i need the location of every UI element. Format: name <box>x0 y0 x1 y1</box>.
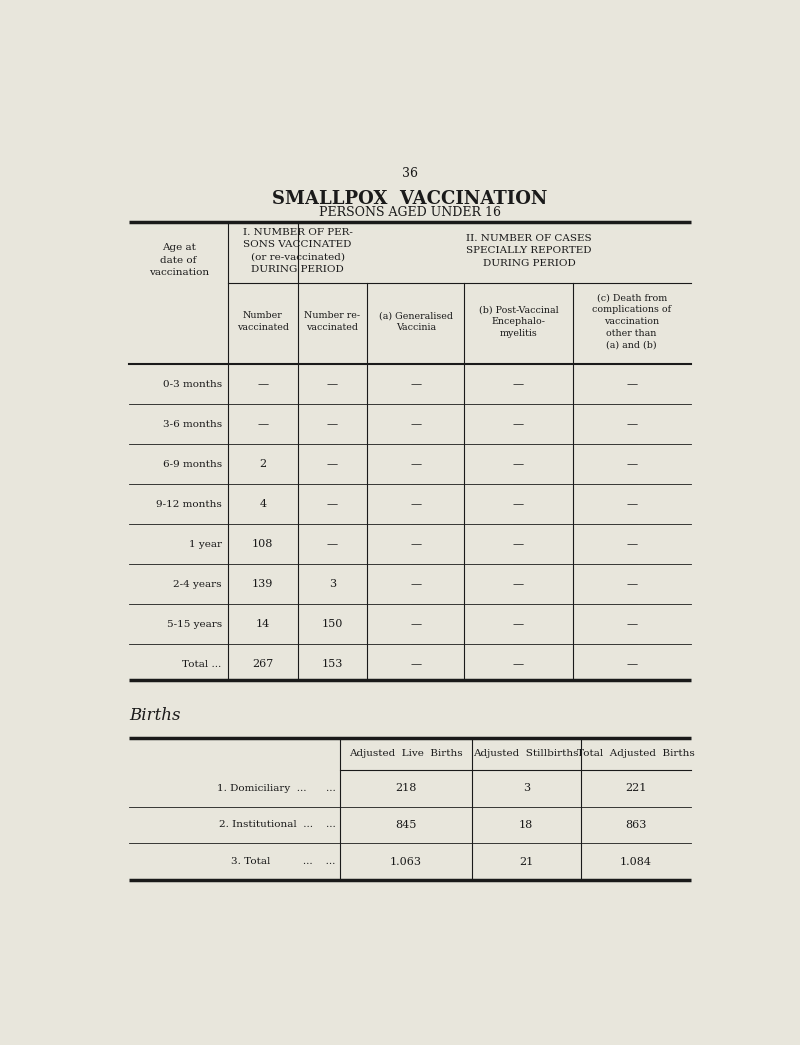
Text: Total ...: Total ... <box>182 659 222 669</box>
Text: 36: 36 <box>402 166 418 180</box>
Text: 1.063: 1.063 <box>390 857 422 866</box>
Text: 2-4 years: 2-4 years <box>173 580 222 588</box>
Text: 1.084: 1.084 <box>619 857 651 866</box>
Text: —: — <box>410 579 422 589</box>
Text: 267: 267 <box>252 659 274 670</box>
Text: —: — <box>513 379 524 389</box>
Text: 3-6 months: 3-6 months <box>162 420 222 428</box>
Text: —: — <box>327 379 338 389</box>
Text: 3: 3 <box>522 784 530 793</box>
Text: —: — <box>626 459 638 469</box>
Text: 0-3 months: 0-3 months <box>162 379 222 389</box>
Text: 2. Institutional  ...    ...: 2. Institutional ... ... <box>219 820 336 830</box>
Text: —: — <box>410 419 422 429</box>
Text: 21: 21 <box>519 857 534 866</box>
Text: (a) Generalised
Vaccinia: (a) Generalised Vaccinia <box>379 311 453 332</box>
Text: —: — <box>513 419 524 429</box>
Text: I. NUMBER OF PER-
SONS VACCINATED
(or re-vaccinated)
DURING PERIOD: I. NUMBER OF PER- SONS VACCINATED (or re… <box>242 228 353 274</box>
Text: —: — <box>626 620 638 629</box>
Text: 3. Total          ...    ...: 3. Total ... ... <box>231 857 336 866</box>
Text: (b) Post-Vaccinal
Encephalo-
myelitis: (b) Post-Vaccinal Encephalo- myelitis <box>478 305 558 338</box>
Text: —: — <box>410 500 422 509</box>
Text: 108: 108 <box>252 539 274 550</box>
Text: —: — <box>513 500 524 509</box>
Text: 4: 4 <box>259 500 266 509</box>
Text: 845: 845 <box>395 820 417 830</box>
Text: —: — <box>626 579 638 589</box>
Text: Births: Births <box>130 707 181 724</box>
Text: Number re-
vaccinated: Number re- vaccinated <box>305 311 361 332</box>
Text: —: — <box>513 620 524 629</box>
Text: —: — <box>626 659 638 670</box>
Text: 153: 153 <box>322 659 343 670</box>
Text: 9-12 months: 9-12 months <box>156 500 222 509</box>
Text: —: — <box>513 459 524 469</box>
Text: 150: 150 <box>322 620 343 629</box>
Text: —: — <box>327 539 338 550</box>
Text: Number
vaccinated: Number vaccinated <box>237 311 289 332</box>
Text: (c) Death from
complications of
vaccination
other than
(a) and (b): (c) Death from complications of vaccinat… <box>592 294 671 350</box>
Text: —: — <box>410 620 422 629</box>
Text: 863: 863 <box>625 820 646 830</box>
Text: Adjusted  Stillbirths: Adjusted Stillbirths <box>474 749 579 759</box>
Text: —: — <box>626 419 638 429</box>
Text: —: — <box>513 579 524 589</box>
Text: 1. Domiciliary  ...      ...: 1. Domiciliary ... ... <box>217 784 336 793</box>
Text: —: — <box>257 419 268 429</box>
Text: —: — <box>327 500 338 509</box>
Text: —: — <box>513 539 524 550</box>
Text: —: — <box>410 459 422 469</box>
Text: —: — <box>626 379 638 389</box>
Text: 18: 18 <box>519 820 534 830</box>
Text: —: — <box>626 539 638 550</box>
Text: 218: 218 <box>395 784 417 793</box>
Text: —: — <box>626 500 638 509</box>
Text: —: — <box>327 419 338 429</box>
Text: 2: 2 <box>259 459 266 469</box>
Text: 14: 14 <box>256 620 270 629</box>
Text: 3: 3 <box>329 579 336 589</box>
Text: —: — <box>327 459 338 469</box>
Text: Age at
date of
vaccination: Age at date of vaccination <box>149 243 209 277</box>
Text: II. NUMBER OF CASES
SPECIALLY REPORTED
DURING PERIOD: II. NUMBER OF CASES SPECIALLY REPORTED D… <box>466 234 592 268</box>
Text: Adjusted  Live  Births: Adjusted Live Births <box>350 749 463 759</box>
Text: Total  Adjusted  Births: Total Adjusted Births <box>577 749 694 759</box>
Text: —: — <box>410 659 422 670</box>
Text: —: — <box>513 659 524 670</box>
Text: SMALLPOX  VACCINATION: SMALLPOX VACCINATION <box>272 189 548 208</box>
Text: —: — <box>410 539 422 550</box>
Text: 139: 139 <box>252 579 274 589</box>
Text: 221: 221 <box>625 784 646 793</box>
Text: 1 year: 1 year <box>189 540 222 549</box>
Text: PERSONS AGED UNDER 16: PERSONS AGED UNDER 16 <box>319 206 501 218</box>
Text: —: — <box>410 379 422 389</box>
Text: 5-15 years: 5-15 years <box>166 620 222 629</box>
Text: —: — <box>257 379 268 389</box>
Text: 6-9 months: 6-9 months <box>162 460 222 469</box>
